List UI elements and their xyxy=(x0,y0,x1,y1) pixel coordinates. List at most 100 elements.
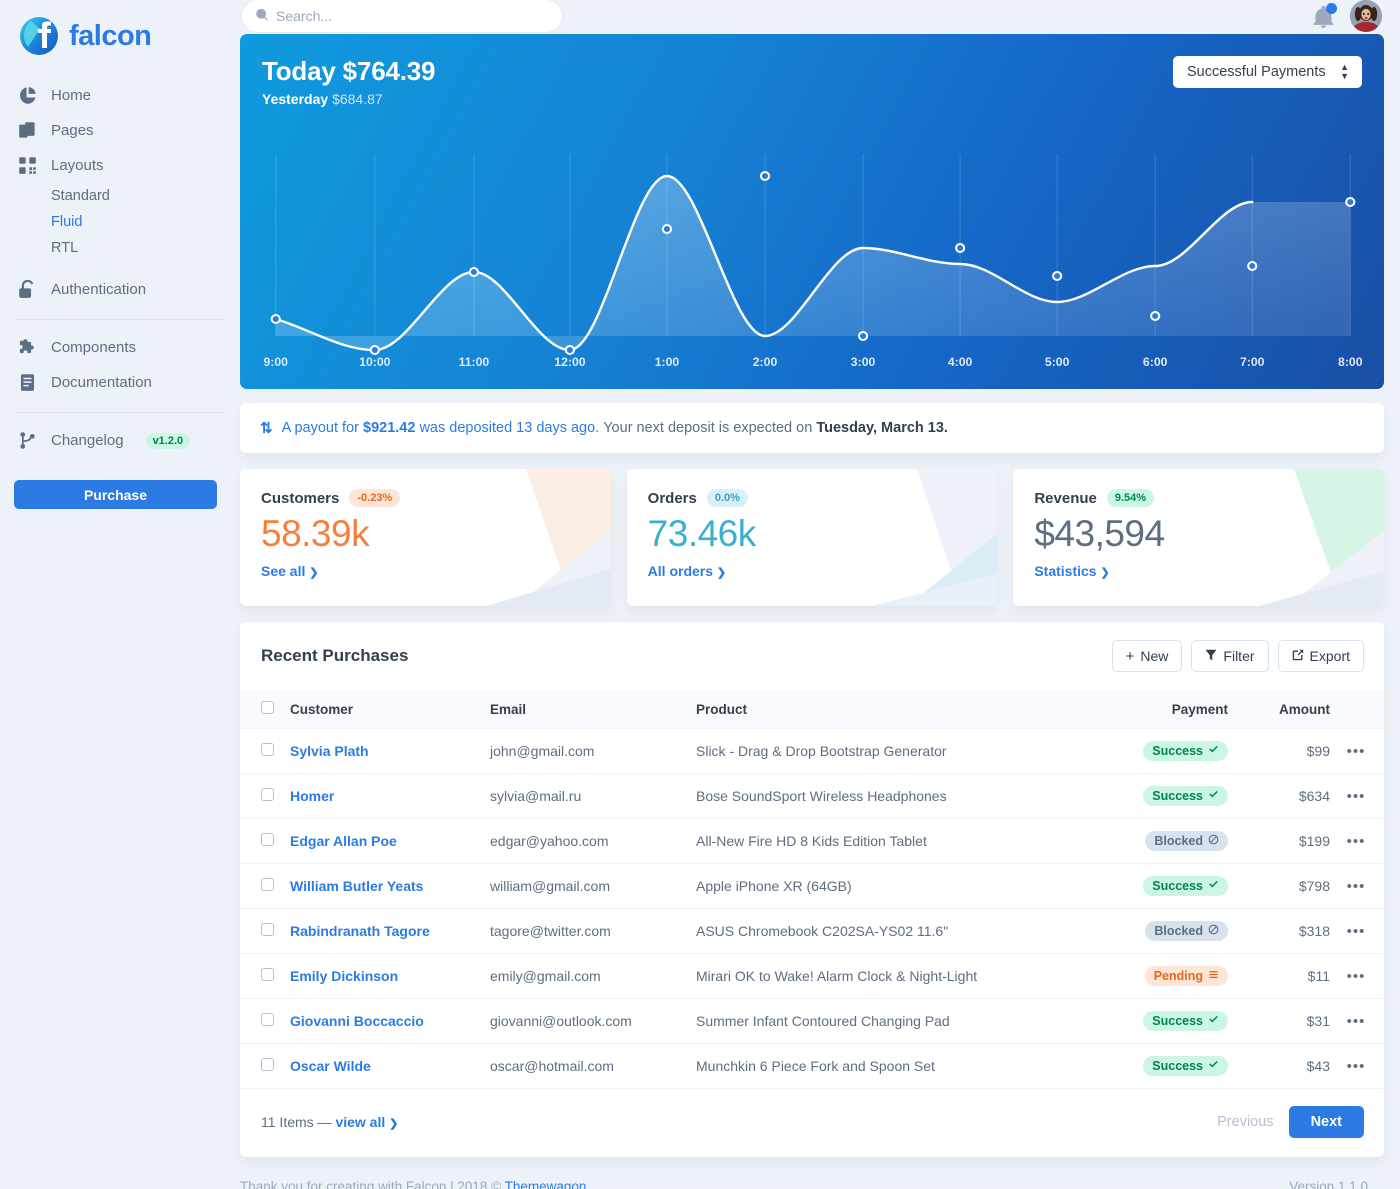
sidebar-item-layouts[interactable]: Layouts xyxy=(14,148,226,183)
row-checkbox[interactable] xyxy=(261,833,274,846)
row-checkbox[interactable] xyxy=(261,743,274,756)
row-menu-icon[interactable]: ••• xyxy=(1346,832,1366,850)
export-button[interactable]: Export xyxy=(1277,640,1364,672)
pie-chart-icon xyxy=(18,86,37,105)
row-checkbox[interactable] xyxy=(261,878,274,891)
filter-button-label: Filter xyxy=(1223,648,1255,664)
customer-link[interactable]: Giovanni Boccaccio xyxy=(290,1013,424,1029)
customer-link[interactable]: Homer xyxy=(290,788,335,804)
row-actions-cell: ••• xyxy=(1338,908,1384,954)
sidebar-item-label: Home xyxy=(51,87,92,104)
customer-link[interactable]: Sylvia Plath xyxy=(290,743,369,759)
row-select-cell xyxy=(240,953,282,999)
email-cell: william@gmail.com xyxy=(482,863,688,909)
stat-link-all-orders[interactable]: All orders ❯ xyxy=(648,563,726,579)
customer-link[interactable]: Rabindranath Tagore xyxy=(290,923,430,939)
email-cell: sylvia@mail.ru xyxy=(482,773,688,819)
stat-link-statistics[interactable]: Statistics ❯ xyxy=(1034,563,1109,579)
payment-cell: Pending xyxy=(1092,953,1242,999)
row-menu-icon[interactable]: ••• xyxy=(1346,742,1366,760)
customer-link[interactable]: William Butler Yeats xyxy=(290,878,424,894)
row-checkbox[interactable] xyxy=(261,1058,274,1071)
previous-button[interactable]: Previous xyxy=(1213,1108,1277,1136)
x-tick: 7:00 xyxy=(1240,355,1265,369)
search-icon xyxy=(256,8,269,22)
chevron-right-icon: ❯ xyxy=(389,1118,399,1130)
column-amount[interactable]: Amount xyxy=(1242,690,1338,729)
row-menu-icon[interactable]: ••• xyxy=(1346,922,1366,940)
avatar[interactable] xyxy=(1350,0,1382,32)
filter-button[interactable]: Filter xyxy=(1191,640,1269,672)
row-select-cell xyxy=(240,998,282,1044)
product-cell: Summer Infant Contoured Changing Pad xyxy=(688,998,1092,1044)
payment-cell: Success xyxy=(1092,773,1242,819)
content: Today $764.39 Yesterday $684.87 Successf… xyxy=(240,32,1400,1189)
table-header: Recent Purchases + New Filter Export xyxy=(240,622,1384,690)
select-all-checkbox[interactable] xyxy=(261,701,274,714)
bell-icon[interactable] xyxy=(1313,2,1337,28)
brand-logo-link[interactable]: falcon xyxy=(14,0,226,72)
row-menu-icon[interactable]: ••• xyxy=(1346,787,1366,805)
sidebar-item-changelog[interactable]: Changelog v1.2.0 xyxy=(14,423,226,458)
payment-cell: Blocked xyxy=(1092,818,1242,864)
payout-text-1: A payout for xyxy=(281,420,363,436)
row-menu-icon[interactable]: ••• xyxy=(1346,877,1366,895)
column-product[interactable]: Product xyxy=(688,690,1092,729)
row-menu-icon[interactable]: ••• xyxy=(1346,967,1366,985)
stat-link-label: All orders xyxy=(647,563,714,579)
row-menu-icon[interactable]: ••• xyxy=(1346,1057,1366,1075)
product-cell: All-New Fire HD 8 Kids Edition Tablet xyxy=(688,818,1092,864)
row-select-cell xyxy=(240,863,282,909)
sidebar-subitem-fluid[interactable]: Fluid xyxy=(51,214,83,230)
stat-value: $43,594 xyxy=(1034,513,1165,554)
amount-cell: $31 xyxy=(1242,998,1338,1044)
table-actions: + New Filter Export xyxy=(1111,640,1364,672)
sidebar-item-pages[interactable]: Pages xyxy=(14,113,226,148)
amount-cell: $11 xyxy=(1242,953,1338,999)
payments-filter-select[interactable]: Successful PaymentsFailed PaymentsAll Pa… xyxy=(1173,56,1362,88)
customer-link[interactable]: Oscar Wilde xyxy=(290,1058,371,1074)
column-email[interactable]: Email xyxy=(482,690,688,729)
row-checkbox[interactable] xyxy=(261,788,274,801)
blocked-icon xyxy=(1208,924,1219,938)
new-button-label: New xyxy=(1140,648,1169,664)
stat-header: Revenue 9.54% xyxy=(1034,489,1384,507)
sidebar-subitem-standard[interactable]: Standard xyxy=(51,188,110,204)
email-cell: giovanni@outlook.com xyxy=(482,998,688,1044)
customer-link[interactable]: Emily Dickinson xyxy=(290,968,399,984)
column-payment[interactable]: Payment xyxy=(1092,690,1242,729)
new-button[interactable]: + New xyxy=(1111,640,1183,672)
footer-text: Thank you for creating with Falcon | 201… xyxy=(240,1179,505,1189)
chart-today: Today $764.39 xyxy=(262,56,435,87)
x-tick: 4:00 xyxy=(948,355,973,369)
row-checkbox[interactable] xyxy=(261,968,274,981)
next-button[interactable]: Next xyxy=(1288,1106,1364,1138)
sidebar-item-documentation[interactable]: Documentation xyxy=(14,365,226,400)
themewagon-link[interactable]: Themewagon xyxy=(504,1179,587,1189)
search-input[interactable] xyxy=(242,0,562,32)
stat-link-see-all[interactable]: See all ❯ xyxy=(261,563,318,579)
sidebar-item-home[interactable]: Home xyxy=(14,78,226,113)
sidebar-subitem-rtl[interactable]: RTL xyxy=(51,240,79,256)
funnel-icon xyxy=(1205,648,1217,664)
purchase-button[interactable]: Purchase xyxy=(14,480,217,509)
sidebar-item-label: Layouts xyxy=(51,157,104,174)
status-badge: Success xyxy=(1143,1056,1228,1076)
row-checkbox[interactable] xyxy=(261,1013,274,1026)
column-customer[interactable]: Customer xyxy=(282,690,482,729)
row-menu-icon[interactable]: ••• xyxy=(1346,1012,1366,1030)
x-tick: 10:00 xyxy=(359,355,391,369)
customer-link[interactable]: Edgar Allan Poe xyxy=(290,833,397,849)
payout-link[interactable]: A payout for $921.42 was deposited 13 da… xyxy=(282,420,600,436)
separator: — xyxy=(317,1114,332,1130)
chart-header: Today $764.39 Yesterday $684.87 Successf… xyxy=(240,34,1384,107)
sidebar-item-authentication[interactable]: Authentication xyxy=(14,272,226,307)
stat-card-revenue: Revenue 9.54% $43,594 Statistics ❯ xyxy=(1013,469,1385,606)
view-all-link[interactable]: view all ❯ xyxy=(335,1114,398,1130)
row-checkbox[interactable] xyxy=(261,923,274,936)
sidebar-item-components[interactable]: Components xyxy=(14,330,226,365)
table-row: Homer sylvia@mail.ru Bose SoundSport Wirel… xyxy=(240,773,1384,819)
email-cell: edgar@yahoo.com xyxy=(482,818,688,864)
stat-link-label: Statistics xyxy=(1034,563,1097,579)
